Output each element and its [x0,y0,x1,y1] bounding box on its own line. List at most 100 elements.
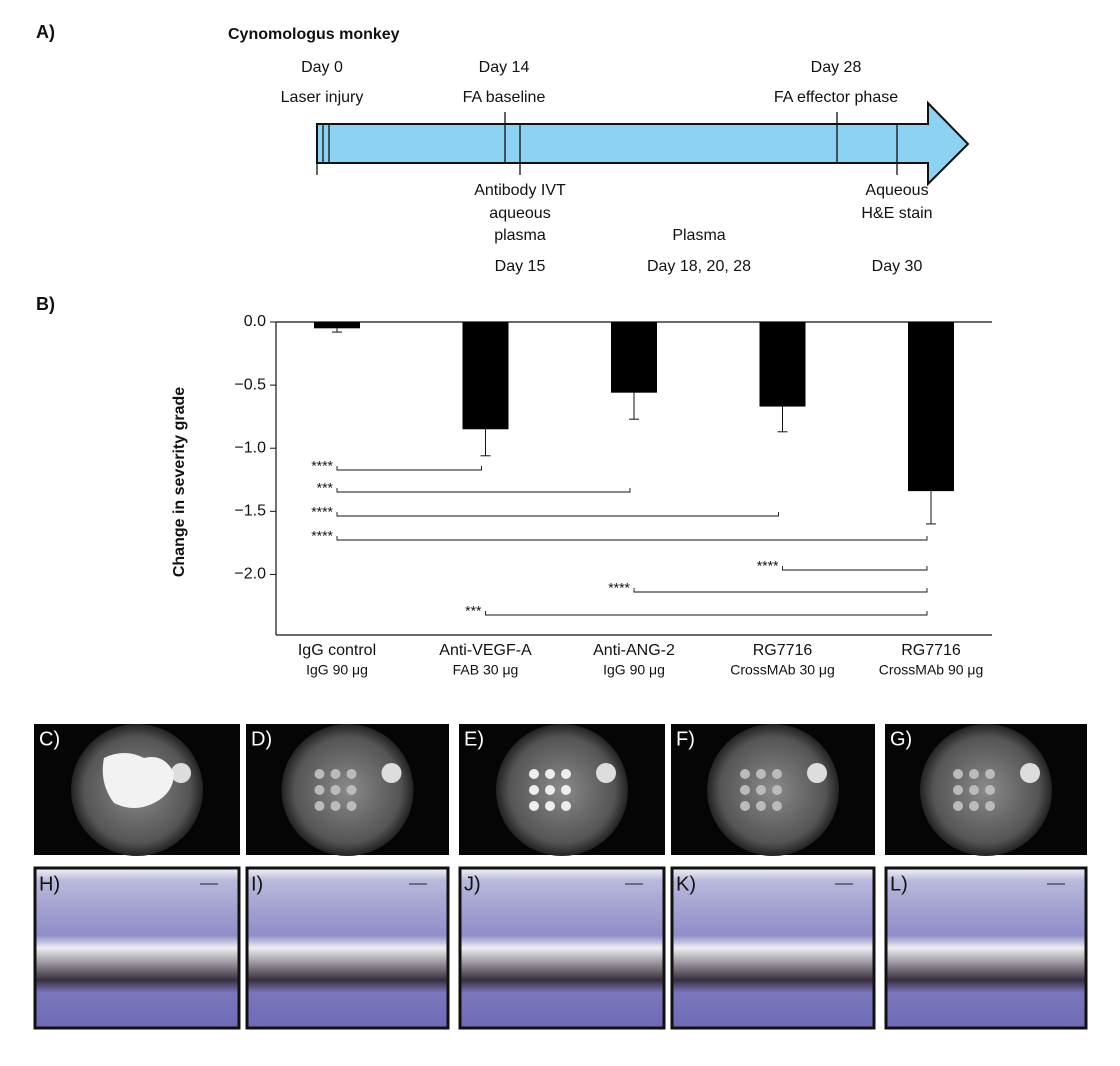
lesion [985,769,995,779]
panel-b: B) Change in severity grade 0.0 −0.5 −1.0 −… [36,294,992,678]
event-day: Day 30 [872,258,923,275]
histology-image [33,866,241,1030]
lesion [953,785,963,795]
lesion [969,769,979,779]
event-text: Laser injury [281,89,364,106]
y-tick-label: −1.0 [234,439,266,456]
lesion [756,769,766,779]
lesion [772,785,782,795]
lesion [756,801,766,811]
bar [611,322,657,393]
lesion [985,801,995,811]
lesion [740,801,750,811]
significance-label: **** [757,558,779,574]
optic-nerve [596,763,616,783]
significance-bracket [336,466,482,471]
lesion [756,785,766,795]
image-panels: C) D) E) F) G) H) I) J) K) L) [33,724,1088,1030]
lesion [529,769,539,779]
event-text: aqueous [489,205,550,222]
bar [462,322,509,430]
timeline-arrow [316,100,970,187]
lesion [529,785,539,795]
panel-label: F) [676,728,695,750]
event-day: Day 18, 20, 28 [647,258,751,275]
x-tick-label: Anti-VEGF-A [439,642,532,659]
event-text: Antibody IVT [474,182,566,199]
lesion [561,801,571,811]
significance-label: **** [608,580,630,596]
optic-nerve [171,763,191,783]
event-text: FA baseline [463,89,546,106]
significance-bracket [336,536,928,541]
x-tick-sublabel: CrossMAb 30 μg [730,662,835,678]
lesion [346,801,357,811]
panel-label: G) [890,728,912,750]
panel-label: B) [36,294,55,314]
y-tick-label: −0.5 [234,376,266,393]
lesion [529,801,539,811]
x-tick-sublabel: CrossMAb 90 μg [879,662,984,678]
bar [759,322,806,407]
panel-title: Cynomologus monkey [228,26,400,43]
histology-image [245,866,450,1030]
event-text: H&E stain [861,205,932,222]
panel-label: E) [464,728,484,750]
lesion [545,769,555,779]
significance-label: **** [311,458,333,474]
lesion [346,785,357,795]
lesion [969,785,979,795]
y-tick-label: 0.0 [244,313,266,330]
panel-label: C) [39,728,60,750]
lesion [314,801,325,811]
significance-label: **** [311,504,333,520]
lesion [314,769,325,779]
lesion [953,801,963,811]
lesion [545,785,555,795]
bar [908,322,954,492]
significance-bracket [782,566,928,571]
significance-bracket [485,611,928,616]
optic-nerve [807,763,827,783]
lesion [330,785,341,795]
lesion [772,769,782,779]
x-tick-label: RG7716 [753,642,813,659]
event-day: Day 0 [301,59,343,76]
panel-label: L) [890,873,908,895]
lesion [953,769,963,779]
lesion [561,785,571,795]
event-day: Day 28 [811,59,862,76]
panel-label: K) [676,873,696,895]
y-axis-label: Change in severity grade [171,387,188,577]
lesion [330,801,341,811]
significance-bracket [633,588,928,593]
panel-a: A) Cynomologus monkey Day 0 Laser injury… [36,22,970,275]
event-text: Plasma [672,227,725,244]
lesion [985,785,995,795]
x-tick-label: RG7716 [901,642,961,659]
lesion [561,769,571,779]
bar [314,322,360,329]
lesion [346,769,357,779]
optic-nerve [381,763,402,783]
lesion [102,753,174,808]
histology-image [670,866,876,1030]
panel-label: H) [39,873,60,895]
event-day: Day 14 [479,59,530,76]
y-tick-label: −1.5 [234,503,266,520]
histology-image [884,866,1088,1030]
lesion [314,785,325,795]
significance-bracket [336,512,779,517]
significance-bracket [336,488,631,493]
y-tick-label: −2.0 [234,566,266,583]
event-text: FA effector phase [774,89,898,106]
panel-label: I) [251,873,263,895]
panel-label: D) [251,728,272,750]
x-tick-sublabel: FAB 30 μg [453,662,519,678]
histology-image [458,866,666,1030]
lesion [740,769,750,779]
lesion [740,785,750,795]
x-tick-label: IgG control [298,642,376,659]
event-text: plasma [494,227,546,244]
